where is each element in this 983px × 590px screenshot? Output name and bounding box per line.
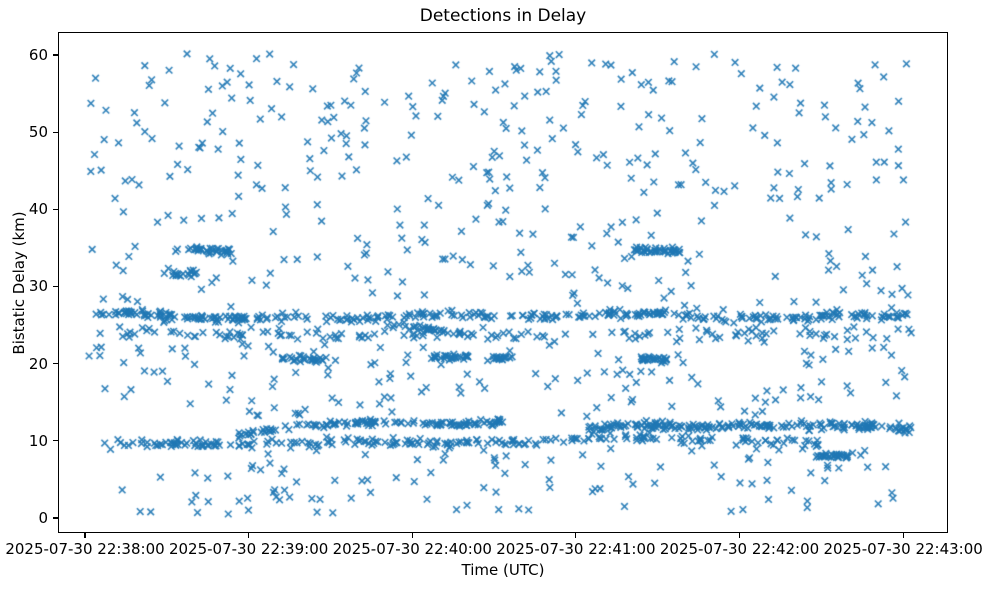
x-tick-label: 2025-07-30 22:43:00 bbox=[823, 540, 983, 558]
x-tick-mark bbox=[411, 533, 413, 538]
scatter-points-canvas bbox=[58, 32, 948, 533]
y-tick-mark bbox=[53, 285, 58, 288]
y-tick-label: 60 bbox=[28, 45, 48, 64]
x-tick-mark bbox=[738, 533, 741, 538]
y-tick-mark bbox=[53, 208, 58, 210]
y-tick-label: 30 bbox=[28, 277, 48, 296]
y-tick-mark bbox=[53, 440, 58, 442]
y-tick-label: 0 bbox=[38, 509, 48, 527]
x-tick-mark bbox=[84, 533, 86, 538]
y-tick-mark bbox=[53, 131, 58, 133]
x-tick-label: 2025-07-30 22:41:00 bbox=[496, 540, 656, 558]
x-tick-mark bbox=[902, 533, 904, 538]
plot-area bbox=[58, 32, 948, 533]
y-tick-label: 50 bbox=[28, 123, 48, 142]
y-tick-mark bbox=[53, 54, 58, 56]
x-tick-label: 2025-07-30 22:38:00 bbox=[5, 540, 165, 558]
x-axis-label: Time (UTC) bbox=[461, 561, 545, 579]
chart-title: Detections in Delay bbox=[419, 6, 587, 26]
x-tick-mark bbox=[575, 533, 577, 538]
y-tick-label: 20 bbox=[28, 354, 48, 373]
x-tick-label: 2025-07-30 22:39:00 bbox=[168, 540, 329, 558]
x-tick-label: 2025-07-30 22:40:00 bbox=[332, 540, 492, 558]
y-tick-mark bbox=[53, 517, 58, 519]
y-tick-mark bbox=[53, 363, 58, 365]
x-tick-label: 2025-07-30 22:42:00 bbox=[659, 540, 820, 558]
y-tick-label: 10 bbox=[28, 431, 48, 450]
x-tick-mark bbox=[248, 533, 250, 538]
y-tick-label: 40 bbox=[28, 200, 48, 219]
